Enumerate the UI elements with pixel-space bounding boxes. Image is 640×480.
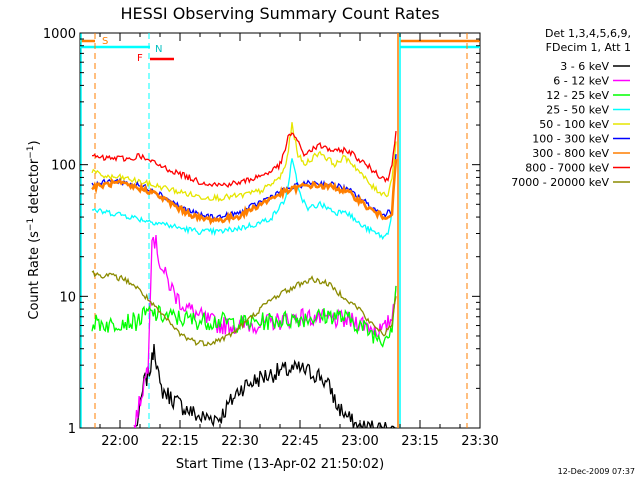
y-tick-label: 1	[68, 422, 76, 437]
y-axis-label: Count Rate (s−1 detector−1)	[26, 140, 42, 319]
series-line-3-6kev	[135, 344, 396, 428]
x-axis: 22:00 22:15 22:30 22:45 23:00 23:15 23:30	[99, 33, 499, 449]
legend-header-line-2: FDecim 1, Att 1	[546, 41, 631, 54]
legend-label: 300 - 800 keV	[532, 147, 609, 160]
legend-label: 800 - 7000 keV	[525, 162, 609, 175]
x-tick-label: 23:00	[341, 434, 378, 449]
x-tick-label: 22:30	[221, 434, 258, 449]
chart-title: HESSI Observing Summary Count Rates	[120, 4, 439, 23]
series-line-7000-20000kev	[91, 270, 397, 347]
legend-label: 3 - 6 keV	[560, 60, 609, 73]
flare-label: F	[137, 53, 143, 64]
legend: Det 1,3,4,5,6,9, FDecim 1, Att 1 3 - 6 k…	[511, 27, 631, 189]
saa-label: S	[102, 36, 108, 47]
legend-label: 12 - 25 keV	[546, 89, 609, 102]
legend-label: 7000 - 20000 keV	[511, 176, 609, 189]
y-axis: 1 10 100 1000	[43, 27, 480, 437]
legend-label: 100 - 300 keV	[532, 133, 609, 146]
plot-area	[80, 33, 480, 428]
series-line-25-50kev	[91, 154, 397, 241]
legend-label: 6 - 12 keV	[553, 75, 609, 88]
x-tick-label: 23:30	[461, 434, 498, 449]
x-axis-label: Start Time (13-Apr-02 21:50:02)	[176, 457, 384, 472]
footer-timestamp: 12-Dec-2009 07:37	[558, 467, 635, 476]
night-label: N	[155, 44, 162, 55]
series-group	[91, 122, 398, 428]
x-tick-label: 22:15	[161, 434, 198, 449]
x-tick-label: 22:00	[101, 434, 138, 449]
legend-label: 25 - 50 keV	[546, 104, 609, 117]
y-tick-label: 10	[59, 290, 76, 305]
x-tick-label: 22:45	[281, 434, 318, 449]
series-line-50-100kev	[91, 122, 397, 203]
legend-label: 50 - 100 keV	[539, 118, 609, 131]
series-line-300-800kev	[91, 159, 398, 226]
series-line-12-25kev	[91, 285, 397, 348]
legend-header-line-1: Det 1,3,4,5,6,9,	[545, 27, 631, 40]
y-tick-label: 1000	[43, 27, 76, 42]
series-line-800-7000kev	[91, 131, 397, 188]
x-tick-label: 23:15	[401, 434, 438, 449]
series-line-6-12kev	[133, 234, 397, 428]
y-tick-label: 100	[51, 159, 76, 174]
plot-frame	[79, 32, 481, 429]
